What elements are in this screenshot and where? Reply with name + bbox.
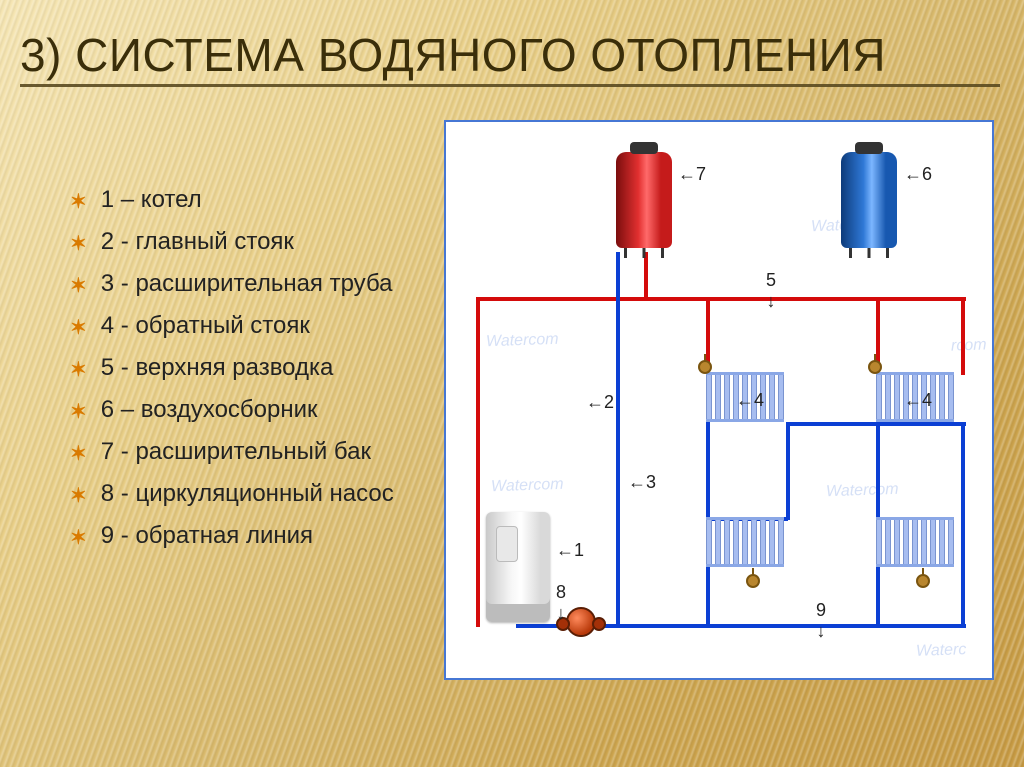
watermark: Waterc [916, 641, 967, 661]
legend-text: 1 – котел [101, 186, 202, 214]
bullet-icon: ✶ [70, 272, 87, 300]
callout-label: ←7 [678, 164, 706, 185]
legend-text: 4 - обратный стояк [101, 312, 310, 340]
radiator [706, 517, 784, 567]
legend-item: ✶ 6 – воздухосборник [70, 396, 490, 424]
valve [916, 574, 930, 588]
watermark: Watercom [491, 476, 564, 497]
callout-label: ←2 [586, 392, 614, 413]
callout-label: ←3 [628, 472, 656, 493]
air-collector-tank [841, 152, 897, 248]
callout-label: 8↓ [556, 582, 566, 624]
slide: 3) СИСТЕМА ВОДЯНОГО ОТОПЛЕНИЯ ✶ 1 – котел… [0, 0, 1024, 767]
hot-pipe [961, 297, 965, 375]
cold-pipe [786, 422, 966, 426]
bullet-icon: ✶ [70, 356, 87, 384]
cold-pipe [786, 422, 790, 520]
callout-label: 9↓ [816, 600, 826, 642]
circulation-pump [566, 607, 596, 637]
callout-label: ←6 [904, 164, 932, 185]
legend-item: ✶ 2 - главный стояк [70, 228, 490, 256]
slide-title: 3) СИСТЕМА ВОДЯНОГО ОТОПЛЕНИЯ [20, 28, 886, 82]
diagram: WatercomWatercomrcomWatercomWatercomWate… [444, 120, 994, 680]
title-underline [20, 84, 1000, 87]
callout-label: ←1 [556, 540, 584, 561]
legend-list: ✶ 1 – котел ✶ 2 - главный стояк ✶ 3 - расши… [30, 186, 490, 564]
legend-text: 2 - главный стояк [101, 228, 294, 256]
legend-item: ✶ 8 - циркуляционный насос [70, 480, 490, 508]
legend-text: 9 - обратная линия [101, 522, 313, 550]
hot-pipe [476, 297, 966, 301]
watermark: Watercom [486, 331, 559, 352]
bullet-icon: ✶ [70, 524, 87, 552]
bullet-icon: ✶ [70, 482, 87, 510]
valve [746, 574, 760, 588]
radiator [876, 517, 954, 567]
legend-text: 6 – воздухосборник [101, 396, 318, 424]
boiler [486, 512, 550, 622]
bullet-icon: ✶ [70, 398, 87, 426]
legend-text: 5 - верхняя разводка [101, 354, 334, 382]
callout-label: ←4 [904, 390, 932, 411]
bullet-icon: ✶ [70, 314, 87, 342]
expansion-tank [616, 152, 672, 248]
legend-item: ✶ 3 - расширительная труба [70, 270, 490, 298]
hot-pipe [644, 252, 648, 300]
valve [868, 360, 882, 374]
callout-label: 5↓ [766, 270, 776, 312]
legend-text: 7 - расширительный бак [101, 438, 371, 466]
legend-item: ✶ 1 – котел [70, 186, 490, 214]
cold-pipe [616, 252, 620, 628]
watermark: rcom [951, 336, 987, 355]
legend-item: ✶ 9 - обратная линия [70, 522, 490, 550]
callout-label: ←4 [736, 390, 764, 411]
cold-pipe [961, 422, 965, 627]
legend-text: 3 - расширительная труба [101, 270, 393, 298]
legend-item: ✶ 7 - расширительный бак [70, 438, 490, 466]
bullet-icon: ✶ [70, 230, 87, 258]
legend-item: ✶ 4 - обратный стояк [70, 312, 490, 340]
legend-text: 8 - циркуляционный насос [101, 480, 394, 508]
hot-pipe [476, 297, 480, 627]
bullet-icon: ✶ [70, 440, 87, 468]
legend-item: ✶ 5 - верхняя разводка [70, 354, 490, 382]
watermark: Watercom [826, 481, 899, 502]
bullet-icon: ✶ [70, 188, 87, 216]
valve [698, 360, 712, 374]
